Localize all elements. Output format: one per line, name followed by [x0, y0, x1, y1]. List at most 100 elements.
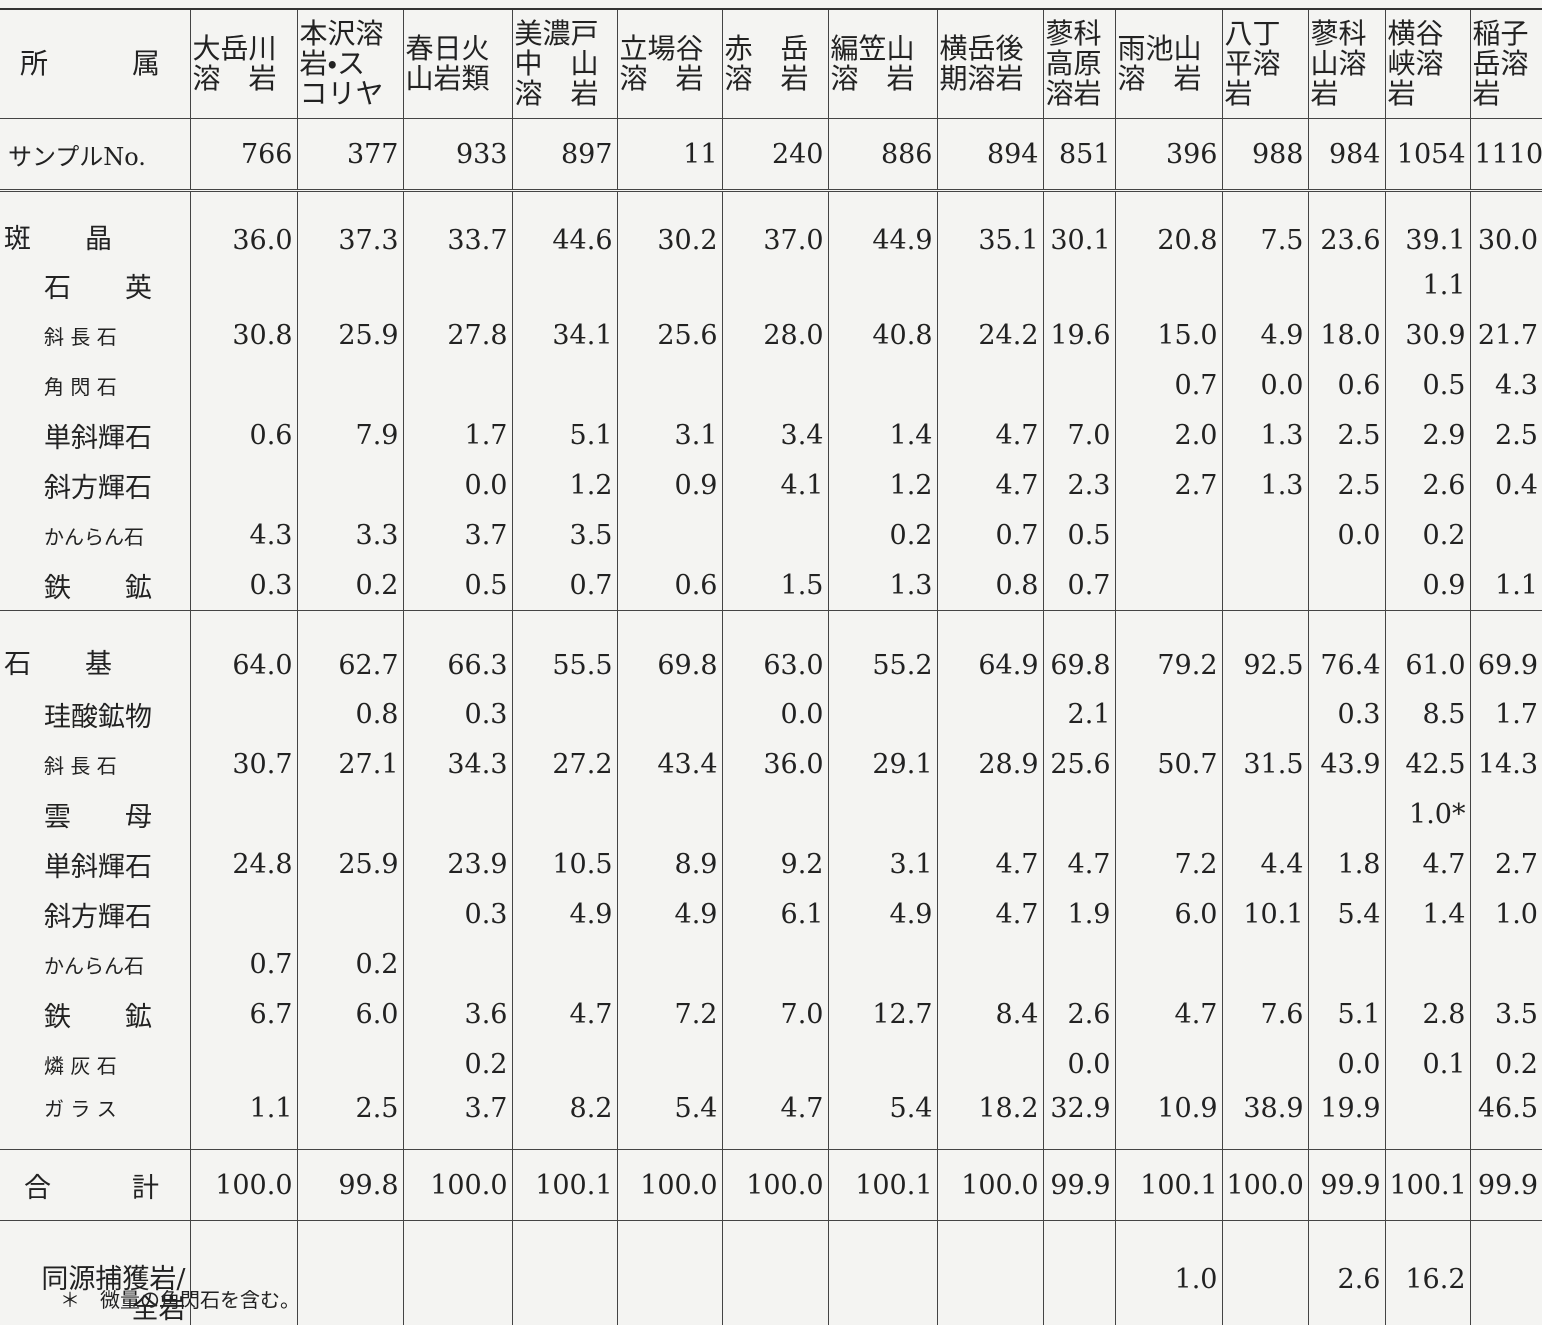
cell-value: 6.7 — [190, 989, 297, 1039]
cell-value — [1222, 1221, 1308, 1325]
cell-value: 2.9 — [1385, 410, 1470, 460]
cell-value: 4.3 — [1470, 360, 1542, 410]
cell-value: 3.4 — [722, 410, 828, 460]
cell-value: 4.7 — [722, 1089, 828, 1150]
cell-value: 100.1 — [512, 1150, 617, 1221]
cell-value: 4.7 — [512, 989, 617, 1039]
cell-value — [190, 260, 297, 310]
cell-value: 9.2 — [722, 839, 828, 889]
row-label: 鉄 鉱 — [0, 989, 190, 1039]
header-line: 横岳後 — [940, 34, 1041, 64]
cell-value: 2.3 — [1043, 460, 1115, 510]
cell-value: 34.3 — [403, 739, 512, 789]
cell-value: 933 — [403, 119, 512, 191]
cell-value: 30.8 — [190, 310, 297, 360]
cell-value: 240 — [722, 119, 828, 191]
cell-value: 4.9 — [617, 889, 722, 939]
cell-value — [1043, 360, 1115, 410]
cell-value: 15.0 — [1115, 310, 1222, 360]
row-label: かんらん石 — [0, 939, 190, 989]
column-header: 蓼科山溶岩 — [1308, 9, 1385, 119]
cell-value — [1222, 939, 1308, 989]
cell-value — [190, 360, 297, 410]
header-line: 蓼科 — [1311, 19, 1383, 49]
row-label: 角 閃 石 — [0, 360, 190, 410]
cell-value — [1308, 260, 1385, 310]
header-line: 横谷 — [1388, 19, 1468, 49]
cell-value: 4.7 — [1043, 839, 1115, 889]
cell-value — [1043, 260, 1115, 310]
row-label: 斜 長 石 — [0, 310, 190, 360]
cell-value — [512, 689, 617, 739]
cell-value: 35.1 — [937, 191, 1043, 261]
cell-value: 27.1 — [297, 739, 403, 789]
cell-value: 100.1 — [1115, 1150, 1222, 1221]
cell-value: 37.3 — [297, 191, 403, 261]
cell-value — [1115, 789, 1222, 839]
cell-value — [297, 789, 403, 839]
row-label: サンプルNo. — [0, 119, 190, 191]
cell-value — [1308, 789, 1385, 839]
cell-value: 64.0 — [190, 611, 297, 690]
cell-value: 3.6 — [403, 989, 512, 1039]
cell-value: 8.2 — [512, 1089, 617, 1150]
cell-value: 0.6 — [1308, 360, 1385, 410]
cell-value: 0.7 — [937, 510, 1043, 560]
header-line: 山溶 — [1311, 49, 1383, 79]
cell-value: 7.0 — [722, 989, 828, 1039]
cell-value: 8.9 — [617, 839, 722, 889]
column-header: 横谷峡溶岩 — [1385, 9, 1470, 119]
cell-value — [722, 1221, 828, 1325]
cell-value: 40.8 — [828, 310, 937, 360]
cell-value — [937, 689, 1043, 739]
header-line: 蓼科 — [1046, 19, 1113, 49]
header-line: 本沢溶 — [300, 19, 401, 49]
cell-value: 37.0 — [722, 191, 828, 261]
cell-value: 5.4 — [828, 1089, 937, 1150]
cell-value — [617, 1039, 722, 1089]
cell-value: 0.2 — [1470, 1039, 1542, 1089]
cell-value — [937, 939, 1043, 989]
cell-value: 4.9 — [1222, 310, 1308, 360]
cell-value: 0.0 — [1308, 1039, 1385, 1089]
cell-value: 39.1 — [1385, 191, 1470, 261]
cell-value: 4.1 — [722, 460, 828, 510]
cell-value — [617, 360, 722, 410]
cell-value: 31.5 — [1222, 739, 1308, 789]
header-line: 山岩類 — [406, 64, 510, 94]
cell-value: 2.8 — [1385, 989, 1470, 1039]
cell-value: 43.4 — [617, 739, 722, 789]
header-line: 雨池山 — [1118, 34, 1220, 64]
cell-value — [512, 260, 617, 310]
cell-value: 1.2 — [828, 460, 937, 510]
cell-value: 16.2 — [1385, 1221, 1470, 1325]
cell-value: 0.1 — [1385, 1039, 1470, 1089]
cell-value: 25.6 — [617, 310, 722, 360]
cell-value — [190, 889, 297, 939]
cell-value: 1.3 — [1222, 410, 1308, 460]
cell-value: 25.9 — [297, 839, 403, 889]
header-line: 大岳川 — [193, 34, 295, 64]
cell-value: 92.5 — [1222, 611, 1308, 690]
cell-value: 0.3 — [1308, 689, 1385, 739]
cell-value: 3.7 — [403, 510, 512, 560]
cell-value — [1470, 789, 1542, 839]
cell-value: 27.2 — [512, 739, 617, 789]
header-line: 美濃戸 — [515, 19, 615, 49]
cell-value: 1.9 — [1043, 889, 1115, 939]
cell-value — [937, 260, 1043, 310]
cell-value — [190, 1039, 297, 1089]
cell-value: 30.2 — [617, 191, 722, 261]
header-line: 岩 — [1311, 79, 1383, 109]
cell-value: 2.5 — [1470, 410, 1542, 460]
cell-value: 2.6 — [1308, 1221, 1385, 1325]
cell-value: 894 — [937, 119, 1043, 191]
cell-value — [937, 1221, 1043, 1325]
